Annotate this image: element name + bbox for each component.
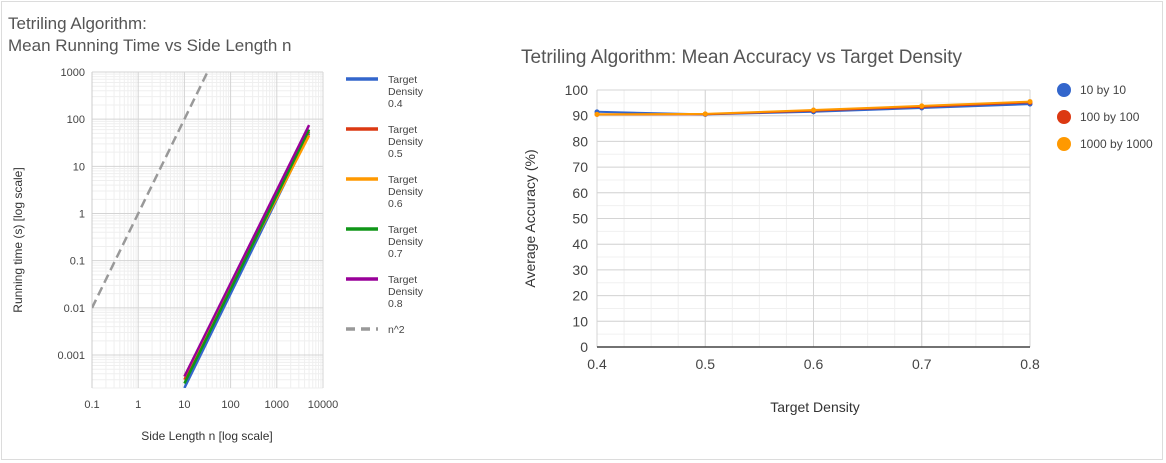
right-legend-swatch-0 <box>1057 83 1071 97</box>
right-y-tick-label: 80 <box>572 133 588 149</box>
left-legend-label-3: Target <box>388 224 417 236</box>
left-x-tick-label: 0.1 <box>84 399 99 411</box>
right-series-point-2 <box>811 107 816 113</box>
right-legend: 10 by 10 100 by 100 1000 by 1000 <box>1057 83 1153 151</box>
right-x-tick-label: 0.7 <box>912 356 932 372</box>
left-y-tick-label: 0.1 <box>70 256 85 268</box>
right-y-tick-label: 50 <box>572 211 588 227</box>
right-grid <box>596 89 1031 348</box>
left-y-axis-label: Running time (s) [log scale] <box>11 167 25 312</box>
right-y-tick-label: 90 <box>572 108 588 124</box>
right-y-tick-label: 60 <box>572 185 588 201</box>
left-y-tick-label: 10 <box>73 161 85 173</box>
right-chart-title: Tetriling Algorithm: Mean Accuracy vs Ta… <box>521 47 963 68</box>
left-chart-title: Tetriling Algorithm: <box>8 14 147 33</box>
left-legend: TargetDensity0.4TargetDensity0.5TargetDe… <box>346 74 424 336</box>
right-legend-swatch-2 <box>1057 137 1071 151</box>
right-x-tick-label: 0.5 <box>696 356 716 372</box>
right-series-group <box>594 99 1033 117</box>
left-legend-label-0: 0.4 <box>388 98 403 110</box>
left-legend-label-1: Density <box>388 136 424 148</box>
left-legend-label-3: 0.7 <box>388 248 403 260</box>
right-legend-label-2: 1000 by 1000 <box>1080 137 1153 151</box>
left-legend-label-4: 0.8 <box>388 298 403 310</box>
right-series-point-2 <box>594 111 600 117</box>
right-x-axis-label: Target Density <box>770 399 859 415</box>
right-legend-label-1: 100 by 100 <box>1080 110 1140 124</box>
left-x-tick-label: 100 <box>221 399 239 411</box>
left-legend-label-1: Target <box>388 124 417 136</box>
left-legend-label-4: Density <box>388 286 424 298</box>
right-legend-swatch-1 <box>1057 110 1071 124</box>
right-x-tick-label: 0.6 <box>804 356 824 372</box>
right-y-tick-label: 70 <box>572 159 588 175</box>
left-grid <box>91 71 324 389</box>
left-x-tick-label: 10 <box>178 399 190 411</box>
left-legend-label-0: Density <box>388 86 424 98</box>
left-legend-label-2: Target <box>388 174 417 186</box>
left-series-line-3 <box>183 129 311 384</box>
right-y-axis-label: Average Accuracy (%) <box>522 149 538 287</box>
right-y-tick-label: 20 <box>572 288 588 304</box>
left-x-tick-label: 1 <box>135 399 141 411</box>
left-y-tick-label: 0.01 <box>64 303 85 315</box>
left-series-group <box>92 72 311 388</box>
right-y-tick-label: 0 <box>580 339 588 355</box>
right-series-point-2 <box>919 103 925 109</box>
right-y-tick-label: 10 <box>572 313 588 329</box>
left-legend-label-2: 0.6 <box>388 198 403 210</box>
right-y-tick-label: 30 <box>572 262 588 278</box>
left-x-axis-label: Side Length n [log scale] <box>141 429 272 443</box>
right-x-tick-label: 0.4 <box>587 356 607 372</box>
left-series-line-5 <box>92 72 209 309</box>
left-y-tick-label: 100 <box>67 114 85 126</box>
left-legend-label-0: Target <box>388 74 417 86</box>
left-legend-label-5: n^2 <box>388 324 405 336</box>
left-legend-label-1: 0.5 <box>388 148 403 160</box>
left-chart-title: Mean Running Time vs Side Length n <box>8 36 292 55</box>
left-legend-label-3: Density <box>388 236 424 248</box>
left-x-tick-label: 1000 <box>265 399 289 411</box>
right-y-tick-label: 40 <box>572 236 588 252</box>
left-y-tick-label: 1000 <box>61 67 85 79</box>
right-series-point-2 <box>702 111 708 117</box>
left-y-tick-label: 1 <box>79 209 85 221</box>
right-legend-label-0: 10 by 10 <box>1080 83 1126 97</box>
left-series-line-4 <box>183 124 311 378</box>
left-legend-label-2: Density <box>388 186 424 198</box>
left-legend-label-4: Target <box>388 274 417 286</box>
left-y-tick-label: 0.001 <box>57 350 85 362</box>
right-y-tick-label: 100 <box>565 82 589 98</box>
right-series-point-2 <box>1027 99 1033 105</box>
right-x-tick-label: 0.8 <box>1020 356 1040 372</box>
left-x-tick-label: 10000 <box>308 399 339 411</box>
